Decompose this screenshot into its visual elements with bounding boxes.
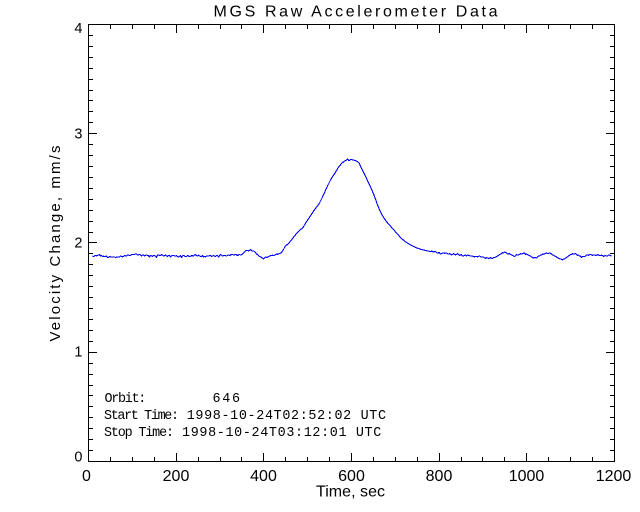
svg-text:2: 2 bbox=[74, 236, 82, 252]
svg-text:4: 4 bbox=[74, 21, 82, 37]
svg-text:3: 3 bbox=[74, 127, 82, 143]
svg-text:0: 0 bbox=[82, 468, 91, 485]
svg-text:1000: 1000 bbox=[509, 468, 545, 485]
svg-text:1998-10-24T03:12:01 UTC: 1998-10-24T03:12:01 UTC bbox=[182, 426, 381, 441]
svg-text:1998-10-24T02:52:02 UTC: 1998-10-24T02:52:02 UTC bbox=[187, 409, 386, 424]
svg-text:Velocity Change, mm/s: Velocity Change, mm/s bbox=[47, 146, 64, 342]
svg-text:Time, sec: Time, sec bbox=[316, 484, 385, 501]
svg-text:Start Time:: Start Time: bbox=[104, 409, 179, 424]
svg-text:Orbit:: Orbit: bbox=[105, 392, 147, 407]
svg-text:400: 400 bbox=[250, 468, 277, 485]
svg-text:Stop Time:: Stop Time: bbox=[104, 426, 174, 441]
svg-text:800: 800 bbox=[426, 468, 453, 485]
svg-text:600: 600 bbox=[338, 468, 365, 485]
svg-text:200: 200 bbox=[163, 468, 190, 485]
svg-text:646: 646 bbox=[213, 392, 241, 407]
svg-text:1: 1 bbox=[74, 345, 82, 361]
svg-text:1200: 1200 bbox=[596, 468, 632, 485]
svg-text:0: 0 bbox=[74, 450, 82, 466]
